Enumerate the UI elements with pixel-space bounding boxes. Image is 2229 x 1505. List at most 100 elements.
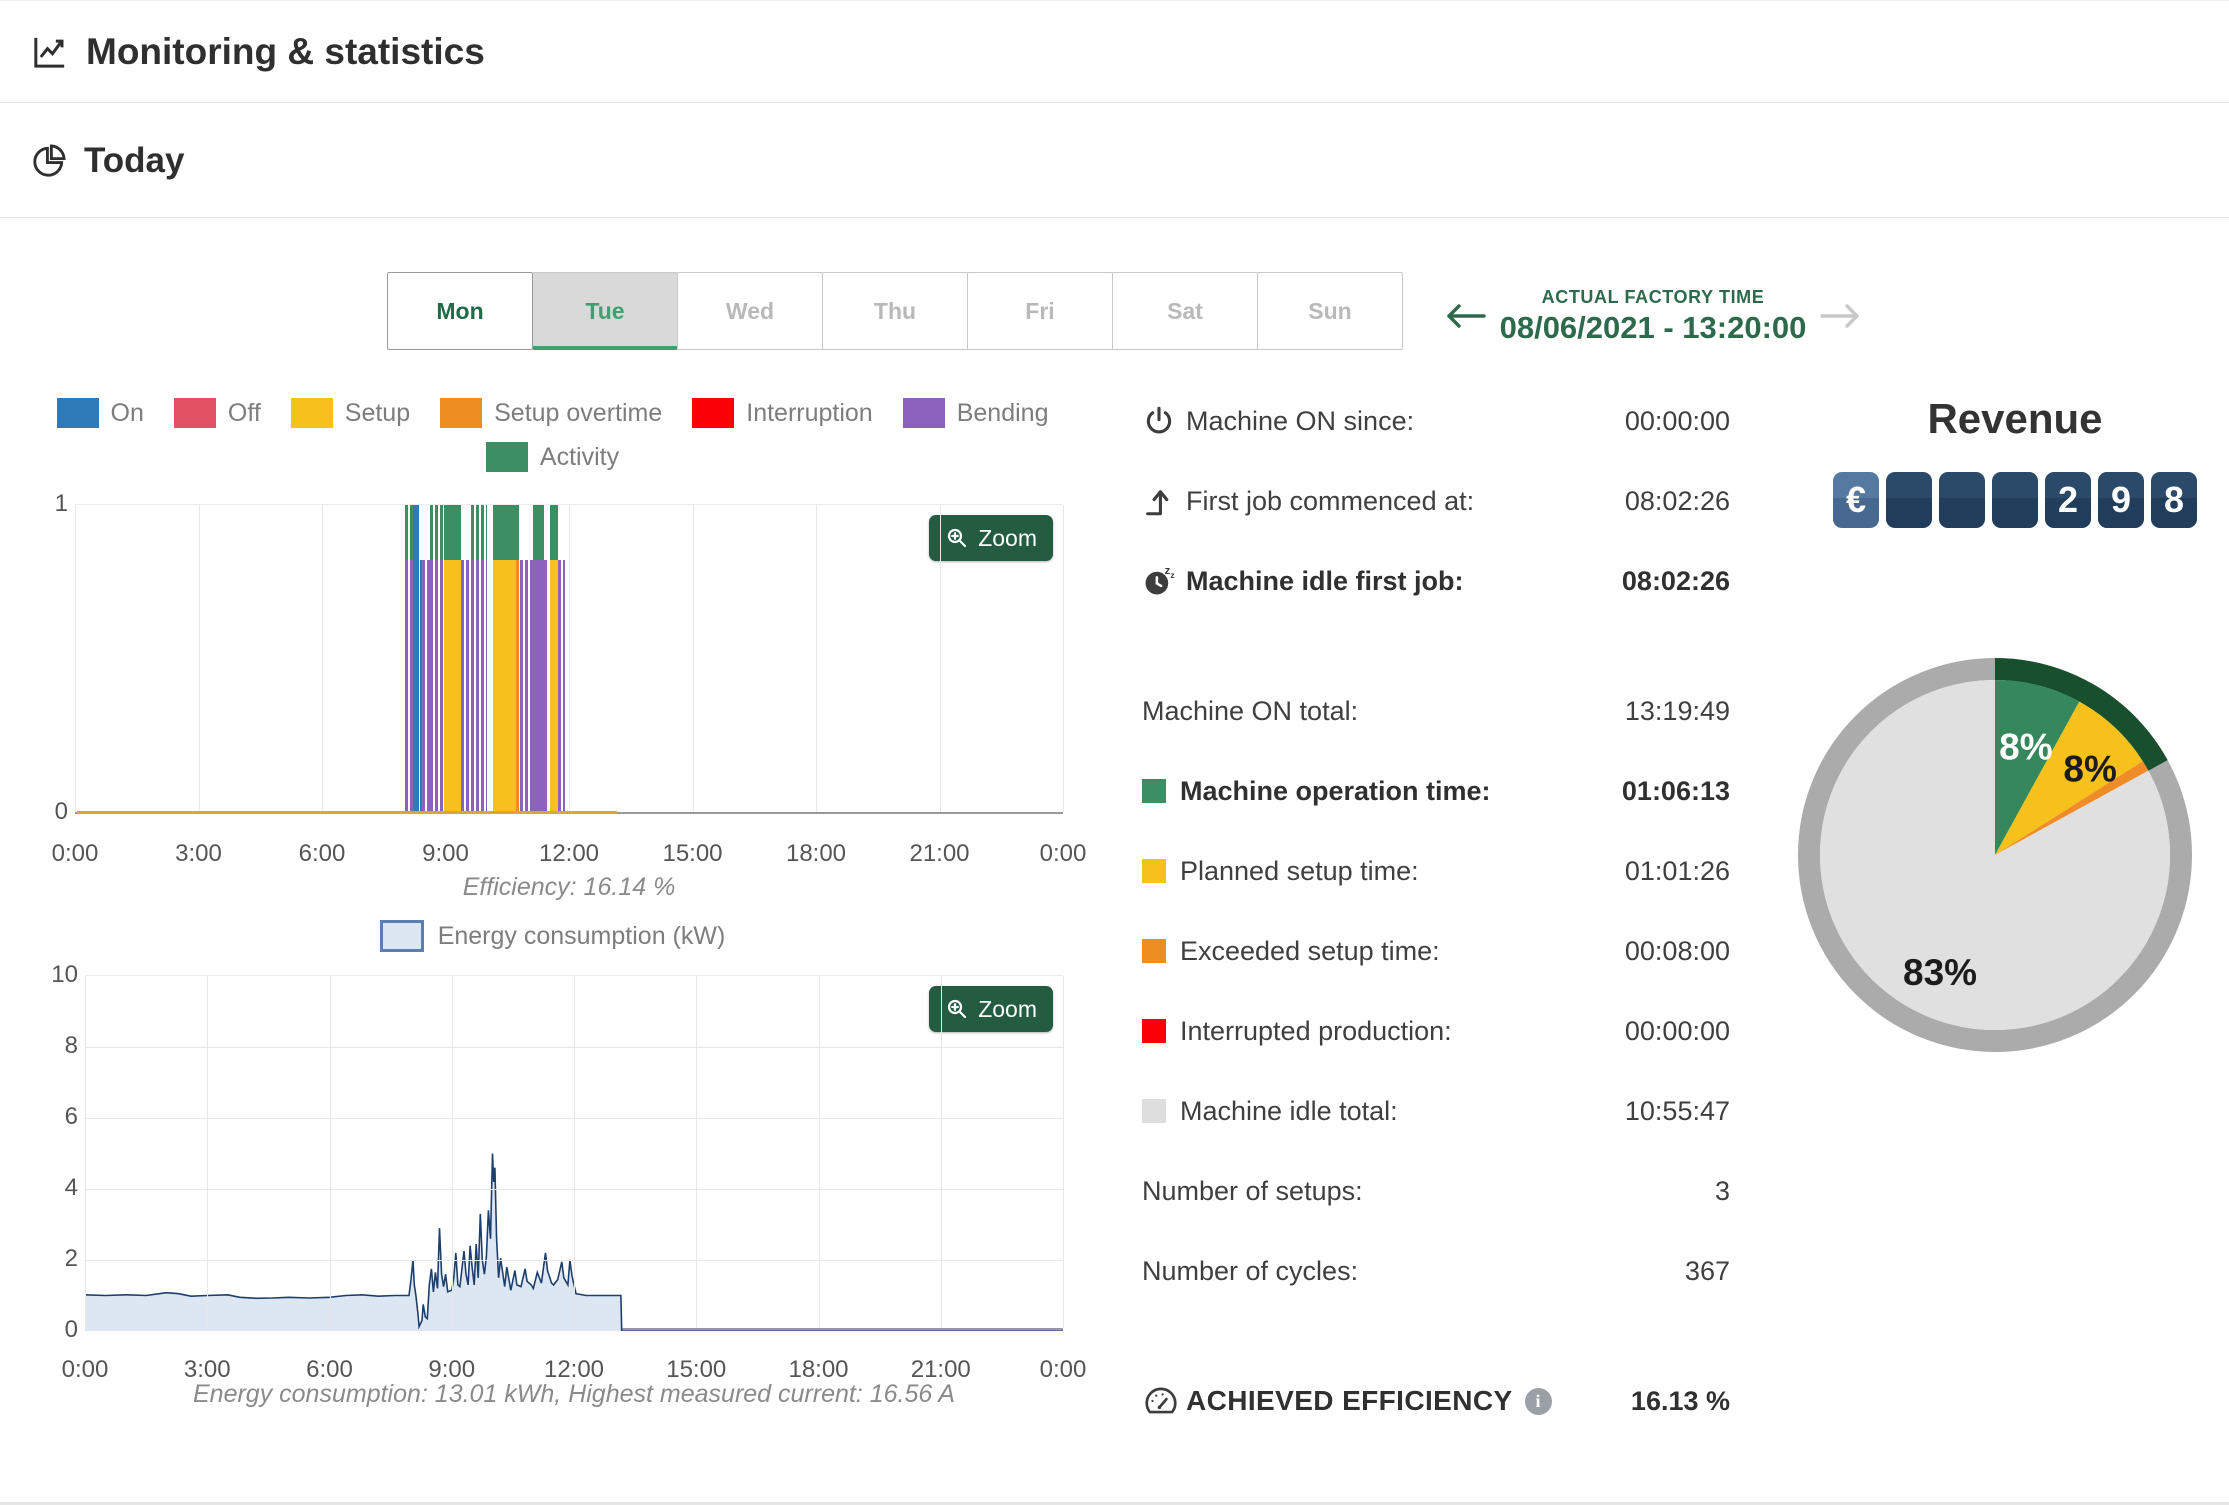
tab-sat[interactable]: Sat (1112, 272, 1258, 350)
digit-tile: 9 (2098, 472, 2144, 528)
gridline (322, 505, 323, 812)
activity-cap (493, 505, 516, 561)
pie-slice-machine-idle-total (1819, 680, 2170, 1030)
svg-text:z: z (1170, 570, 1174, 580)
x-tick-label: 0:00 (1039, 840, 1087, 867)
charts-column: On Off Setup Setup overtime Interruption… (0, 380, 1105, 1505)
x-tick-label: 15:00 (662, 840, 723, 867)
gridline (816, 505, 817, 812)
svg-text:z: z (1165, 565, 1171, 577)
magnifier-plus-icon (948, 999, 967, 1019)
power-icon (1142, 404, 1186, 438)
revenue-title: Revenue (1927, 395, 2103, 442)
energy-legend: Energy consumption (kW) (0, 920, 1105, 952)
info-icon[interactable]: i (1524, 1387, 1552, 1415)
y-tick-label: 8 (64, 1032, 78, 1059)
first-job-icon (1142, 484, 1186, 518)
tab-tue[interactable]: Tue (532, 272, 678, 350)
prev-day-arrow-icon[interactable] (1438, 295, 1492, 337)
pie-slice-planned-setup-time (1995, 701, 2143, 855)
gridline (818, 976, 820, 1328)
digit-tile (1992, 472, 2038, 528)
setup-swatch (290, 398, 333, 428)
y-tick-label: 0 (64, 1316, 78, 1343)
off-swatch (173, 398, 216, 428)
energy-legend-label: Energy consumption (kW) (437, 921, 726, 950)
state-segment (543, 560, 550, 812)
gridline (569, 505, 570, 812)
activity-swatch (485, 442, 528, 472)
stat-number-of-setups: Number of setups: 3 (1142, 1175, 1730, 1206)
x-tick-label: 12:00 (543, 1356, 605, 1383)
baseline-activity-strip (77, 811, 618, 814)
activity-cap (471, 505, 487, 561)
activity-cap (444, 505, 461, 561)
x-tick-label: 6:00 (298, 840, 346, 867)
timeline-zoom-button[interactable]: Zoom (929, 515, 1053, 561)
state-segment (520, 560, 534, 812)
x-tick-label: 18:00 (788, 1356, 849, 1383)
gridline (85, 1047, 1063, 1048)
y-tick-label: 6 (64, 1103, 78, 1130)
x-tick-label: 0:00 (1039, 1356, 1087, 1383)
line-chart-icon (30, 32, 70, 72)
gridline (939, 505, 941, 812)
digit-tile: 8 (2151, 472, 2197, 528)
time-distribution-pie: 8% 8% 83% (1790, 650, 2200, 1060)
gridline (85, 1189, 1063, 1190)
tab-thu[interactable]: Thu (822, 272, 968, 350)
efficiency-caption: Efficiency: 16.14 % (462, 873, 676, 901)
timeline-legend-row-1: On Off Setup Setup overtime Interruption… (0, 398, 1105, 428)
activity-cap (515, 505, 520, 561)
y-tick-label: 4 (64, 1174, 78, 1201)
exceeded-setup-swatch (1142, 939, 1166, 963)
stat-operation-time: Machine operation time: 01:06:13 (1142, 770, 1730, 812)
tab-mon[interactable]: Mon (387, 272, 533, 350)
x-tick-label: 21:00 (910, 1356, 971, 1383)
pie-chart-icon (30, 142, 68, 180)
gridline (1063, 976, 1064, 1328)
tab-fri[interactable]: Fri (967, 272, 1113, 350)
stat-exceeded-setup: Exceeded setup time: 00:08:00 (1142, 930, 1730, 972)
digit-tile: 2 (2045, 472, 2091, 528)
stat-idle-first-job: z z Machine idle first job: 08:02:26 (1142, 560, 1730, 602)
energy-zoom-button[interactable]: Zoom (929, 986, 1053, 1032)
x-tick-label: 6:00 (306, 1356, 353, 1383)
tab-wed[interactable]: Wed (677, 272, 823, 350)
digit-tile (1939, 472, 1985, 528)
energy-caption: Energy consumption: 13.01 kWh, Highest m… (193, 1380, 955, 1408)
y-tick-label: 1 (54, 490, 68, 517)
gridline (329, 976, 331, 1328)
bending-swatch (902, 398, 945, 428)
stat-number-of-cycles: Number of cycles: 367 (1142, 1255, 1730, 1286)
pie-label: 8% (1999, 726, 2052, 767)
activity-cap (550, 505, 559, 561)
planned-setup-swatch (1142, 859, 1166, 883)
idle-clock-icon: z z (1142, 564, 1186, 598)
x-tick-label: 9:00 (428, 1356, 476, 1383)
gridline (574, 976, 575, 1328)
gridline (940, 976, 942, 1328)
section-header: Today (0, 104, 2229, 218)
setup-overtime-swatch (440, 398, 483, 428)
gridline (85, 1118, 1063, 1119)
y-tick-label: 2 (64, 1245, 78, 1272)
stat-interrupted: Interrupted production: 00:00:00 (1142, 1010, 1730, 1052)
gridline (198, 505, 200, 812)
legend-item-setup-overtime: Setup overtime (440, 398, 662, 428)
tab-sun[interactable]: Sun (1257, 272, 1403, 350)
on-swatch (56, 398, 99, 428)
legend-item-setup: Setup (290, 398, 410, 428)
state-segment (533, 560, 544, 812)
state-segment (422, 560, 430, 812)
next-day-arrow-icon[interactable] (1814, 295, 1868, 337)
currency-tile: € (1833, 472, 1879, 528)
gridline (1063, 505, 1064, 812)
pie-highlight-arc (1994, 658, 2168, 771)
gauge-icon (1142, 1382, 1186, 1420)
gridline (692, 505, 694, 812)
legend-item-on: On (56, 398, 144, 428)
legend-item-off: Off (173, 398, 261, 428)
section-title: Today (84, 140, 185, 180)
